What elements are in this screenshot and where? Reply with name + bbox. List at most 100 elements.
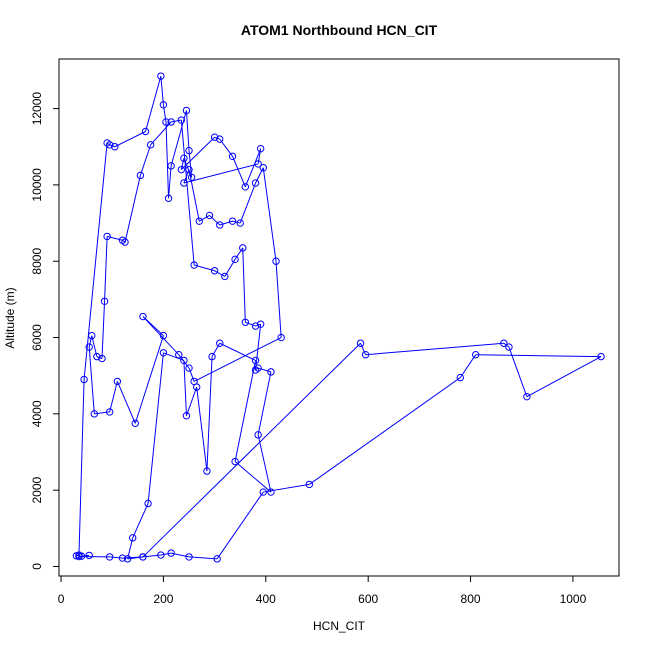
series-segment (180, 158, 185, 170)
data-point (221, 272, 229, 281)
series-segment (109, 381, 118, 413)
data-point (177, 165, 186, 174)
data-point (111, 143, 119, 151)
data-point (190, 261, 198, 269)
series-segment (206, 356, 213, 472)
data-point (187, 173, 196, 181)
series-segment (94, 411, 110, 415)
data-point (256, 320, 265, 328)
series-segment (257, 148, 262, 165)
data-point (139, 553, 147, 561)
series-segment (160, 76, 164, 105)
data-point (105, 408, 114, 416)
data-point (157, 551, 165, 559)
data-point (80, 375, 88, 384)
series-segment (116, 381, 136, 424)
data-point (523, 392, 531, 401)
data-point (118, 554, 127, 562)
series-segment (165, 121, 170, 199)
series-segment (180, 120, 195, 266)
series-segment (109, 556, 123, 559)
series-segment (257, 434, 272, 493)
data-point (277, 333, 285, 342)
x-tick-label: 0 (58, 592, 65, 606)
data-point (597, 352, 605, 361)
series-segment (188, 169, 200, 222)
series-segment (459, 354, 477, 378)
data-point (239, 244, 247, 252)
data-point (267, 368, 275, 376)
data-point (139, 312, 147, 321)
series-segment (106, 235, 123, 241)
series-segment (188, 367, 195, 382)
series-segment (239, 182, 257, 224)
series-segment (219, 342, 256, 361)
series-segment (211, 343, 221, 357)
data-point (121, 238, 129, 246)
series-segment (193, 337, 282, 382)
series-segment (508, 346, 528, 397)
data-point (105, 553, 114, 561)
series-segment (150, 121, 172, 146)
series-segment (109, 144, 115, 148)
series-segment (275, 261, 282, 338)
data-point (93, 352, 101, 361)
data-point (505, 343, 513, 351)
series-segment (257, 367, 272, 373)
series-segment (134, 335, 164, 424)
data-point (203, 467, 211, 475)
series-segment (183, 163, 259, 184)
data-point (251, 356, 260, 365)
series-segment (232, 156, 246, 188)
series-segment (142, 316, 164, 336)
y-tick-label: 4000 (30, 400, 44, 427)
data-point (259, 488, 267, 496)
data-point (231, 457, 239, 466)
series-segment (180, 136, 215, 171)
series-segment (101, 301, 106, 359)
series-segment (214, 136, 220, 140)
series-segment (360, 343, 367, 355)
series-segment (104, 236, 108, 302)
data-point (167, 118, 175, 126)
data-point (113, 377, 122, 386)
data-point (267, 488, 275, 496)
data-point (228, 152, 237, 160)
data-point (177, 116, 186, 124)
data-point (185, 165, 193, 174)
series-segment (88, 335, 93, 348)
series-segment (263, 483, 310, 493)
data-point (208, 352, 216, 361)
series-segment (185, 386, 198, 416)
data-point (236, 219, 244, 227)
data-point (228, 217, 237, 225)
data-point (361, 351, 370, 359)
series-segment (262, 167, 277, 262)
data-point (216, 221, 224, 229)
data-point (180, 154, 188, 162)
data-point (167, 162, 175, 170)
data-point (175, 351, 183, 359)
y-tick-label: 8000 (30, 248, 44, 275)
series-segment (365, 342, 504, 356)
series-segment (170, 110, 187, 166)
data-point (164, 194, 173, 202)
series-segment (188, 150, 193, 178)
series-segment (145, 76, 162, 132)
series-segment (188, 556, 218, 560)
data-point (254, 431, 262, 439)
data-point (105, 141, 114, 149)
data-point (256, 144, 265, 153)
data-point (185, 364, 193, 372)
series-segment (232, 220, 241, 224)
data-point (159, 101, 168, 109)
y-tick-label: 12000 (30, 92, 44, 126)
series-segment (199, 214, 210, 222)
chart-title: ATOM1 Northbound HCN_CIT (241, 22, 438, 38)
data-point (254, 364, 262, 372)
data-point (88, 331, 96, 340)
data-point (77, 552, 86, 560)
data-point (471, 351, 480, 359)
data-point (356, 339, 365, 347)
